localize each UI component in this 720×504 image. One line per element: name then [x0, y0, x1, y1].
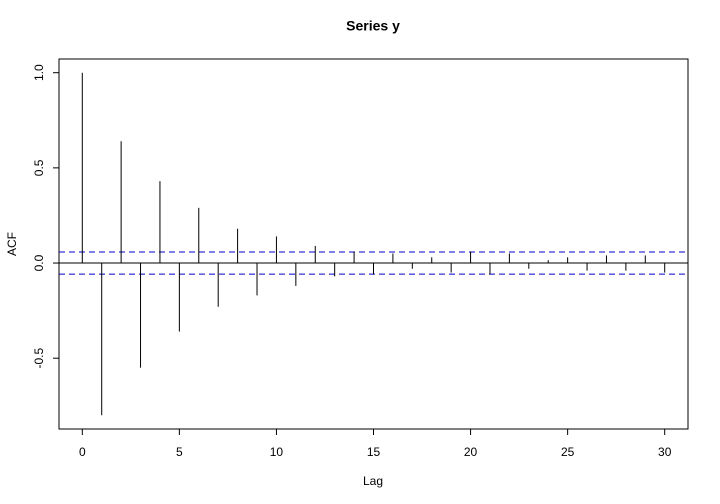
y-tick-label: -0.5	[32, 348, 46, 369]
y-tick-label: 1.0	[32, 64, 46, 81]
x-tick-label: 20	[464, 445, 478, 459]
plot-box	[58, 58, 689, 430]
x-tick-label: 5	[176, 445, 183, 459]
x-tick-label: 25	[561, 445, 575, 459]
x-tick-label: 10	[270, 445, 284, 459]
x-tick-label: 30	[658, 445, 672, 459]
x-axis-label: Lag	[363, 474, 383, 488]
x-tick-label: 0	[79, 445, 86, 459]
y-tick-label: 0.0	[32, 254, 46, 271]
y-tick-label: 0.5	[32, 159, 46, 176]
x-tick-label: 15	[367, 445, 381, 459]
chart-title: Series y	[346, 18, 400, 34]
y-axis-label: ACF	[5, 232, 19, 256]
